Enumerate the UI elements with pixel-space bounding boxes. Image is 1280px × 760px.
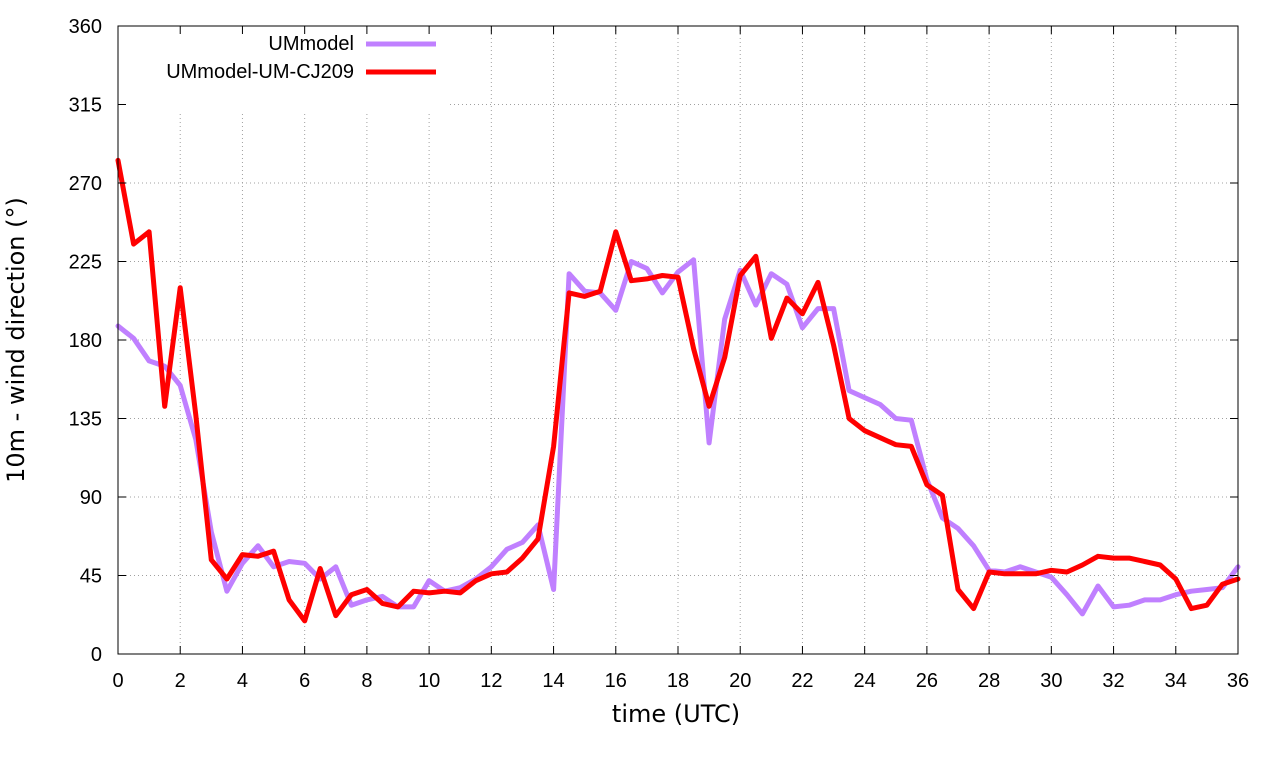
legend-label-ummodel-um-cj209: UMmodel-UM-CJ209 — [166, 61, 354, 83]
x-tick-label: 2 — [175, 670, 186, 692]
y-tick-label: 225 — [69, 252, 102, 274]
series-line-ummodel — [115, 257, 1241, 617]
x-tick-label: 6 — [299, 670, 310, 692]
series-line-ummodel-um-cj209 — [115, 157, 1241, 624]
x-tick-label: 30 — [1040, 670, 1062, 692]
y-tick-label: 45 — [80, 566, 102, 588]
x-tick-label: 32 — [1102, 670, 1124, 692]
y-tick-label: 180 — [69, 330, 102, 352]
axis-ticks: 0 2 4 6 8 10 12 14 16 18 20 22 24 26 28 30 32 34 360459013… — [69, 16, 1250, 692]
y-tick-label: 0 — [91, 644, 102, 666]
x-tick-label: 10 — [418, 670, 440, 692]
x-tick-label: 36 — [1227, 670, 1249, 692]
y-tick-label: 90 — [80, 487, 102, 509]
y-tick-label: 360 — [69, 16, 102, 38]
x-tick-label: 4 — [237, 670, 248, 692]
x-tick-label: 0 — [112, 670, 123, 692]
x-tick-label: 8 — [361, 670, 372, 692]
y-tick-label: 315 — [69, 95, 102, 117]
x-tick-label: 12 — [480, 670, 502, 692]
x-axis-title: time (UTC) — [612, 700, 740, 728]
legend-background — [122, 25, 448, 113]
x-tick-label: 22 — [791, 670, 813, 692]
x-tick-label: 24 — [854, 670, 876, 692]
series-lines — [115, 157, 1241, 624]
x-tick-label: 18 — [667, 670, 689, 692]
x-tick-label: 14 — [542, 670, 564, 692]
y-tick-label: 270 — [69, 173, 102, 195]
x-tick-label: 16 — [605, 670, 627, 692]
x-tick-label: 20 — [729, 670, 751, 692]
legend-label-ummodel: UMmodel — [268, 33, 354, 55]
legend: UMmodel UMmodel-UM-CJ209 — [122, 25, 448, 113]
y-tick-label: 135 — [69, 409, 102, 431]
x-tick-label: 26 — [916, 670, 938, 692]
x-tick-label: 28 — [978, 670, 1000, 692]
grid-lines — [118, 26, 1238, 654]
x-tick-label: 34 — [1165, 670, 1187, 692]
y-axis-title: 10m - wind direction (°) — [2, 197, 30, 483]
